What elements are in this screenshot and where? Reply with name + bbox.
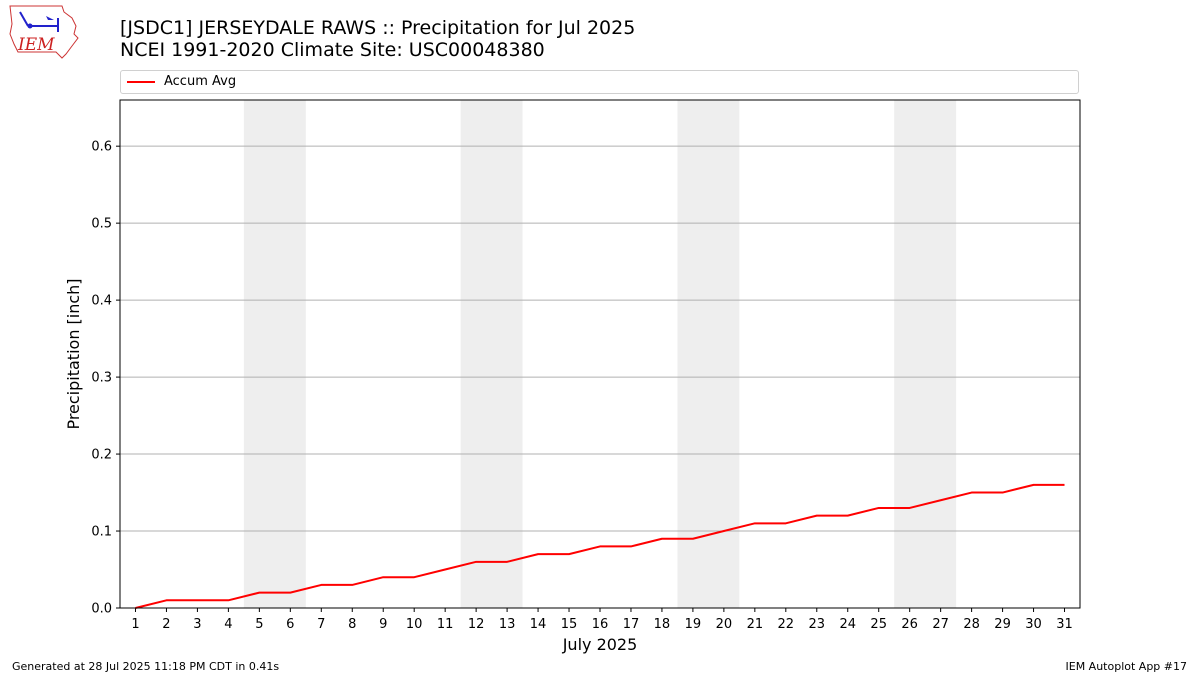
- y-tick-label: 0.5: [91, 217, 112, 232]
- x-tick-label: 1: [131, 617, 139, 632]
- y-tick-label: 0.0: [91, 602, 112, 617]
- y-tick-label: 0.1: [91, 525, 112, 540]
- x-tick-label: 29: [994, 617, 1011, 632]
- weekend-band: [243, 100, 306, 608]
- x-tick-label: 7: [317, 617, 325, 632]
- x-tick-label: 27: [932, 617, 949, 632]
- y-tick-label: 0.3: [91, 371, 112, 386]
- x-tick-label: 15: [561, 617, 578, 632]
- x-tick-label: 6: [286, 617, 294, 632]
- weekend-band: [460, 100, 523, 608]
- chart-subtitle: NCEI 1991-2020 Climate Site: USC00048380: [120, 39, 545, 61]
- x-tick-label: 12: [468, 617, 485, 632]
- x-tick-label: 16: [592, 617, 609, 632]
- x-tick-label: 24: [839, 617, 856, 632]
- weekend-band: [894, 100, 957, 608]
- x-tick-label: 25: [870, 617, 887, 632]
- iem-logo: IEM: [9, 5, 79, 59]
- series-line-accum-avg: [135, 483, 1065, 609]
- legend: Accum Avg: [120, 70, 1079, 94]
- x-tick-label: 11: [437, 617, 454, 632]
- x-axis-label: July 2025: [562, 635, 638, 654]
- logo-text: IEM: [17, 35, 55, 55]
- app-credit: IEM Autoplot App #17: [1065, 660, 1188, 673]
- x-tick-label: 28: [963, 617, 980, 632]
- x-tick-label: 4: [224, 617, 232, 632]
- x-tick-label: 21: [747, 617, 764, 632]
- y-axis-label: Precipitation [inch]: [64, 278, 83, 429]
- plot-frame: [119, 99, 1081, 609]
- x-tick-label: 10: [406, 617, 423, 632]
- x-tick-label: 13: [499, 617, 516, 632]
- y-tick-label: 0.6: [91, 140, 112, 155]
- x-tick-label: 20: [716, 617, 733, 632]
- weekend-band: [677, 100, 740, 608]
- x-tick-label: 5: [255, 617, 263, 632]
- x-tick-label: 8: [348, 617, 356, 632]
- generated-timestamp: Generated at 28 Jul 2025 11:18 PM CDT in…: [12, 660, 280, 673]
- chart-title: [JSDC1] JERSEYDALE RAWS :: Precipitation…: [120, 17, 636, 39]
- x-tick-label: 18: [654, 617, 671, 632]
- x-tick-label: 31: [1056, 617, 1073, 632]
- x-tick-label: 3: [193, 617, 201, 632]
- x-tick-label: 26: [901, 617, 918, 632]
- x-tick-label: 17: [623, 617, 640, 632]
- x-tick-label: 23: [809, 617, 826, 632]
- x-tick-label: 2: [162, 617, 170, 632]
- x-tick-label: 14: [530, 617, 547, 632]
- legend-label-accum-avg: Accum Avg: [164, 74, 237, 89]
- legend-swatch-accum-avg: [127, 81, 155, 83]
- x-tick-label: 19: [685, 617, 702, 632]
- y-tick-label: 0.4: [91, 294, 112, 309]
- x-tick-label: 9: [379, 617, 387, 632]
- y-tick-label: 0.2: [91, 448, 112, 463]
- x-tick-label: 30: [1025, 617, 1042, 632]
- x-tick-label: 22: [778, 617, 795, 632]
